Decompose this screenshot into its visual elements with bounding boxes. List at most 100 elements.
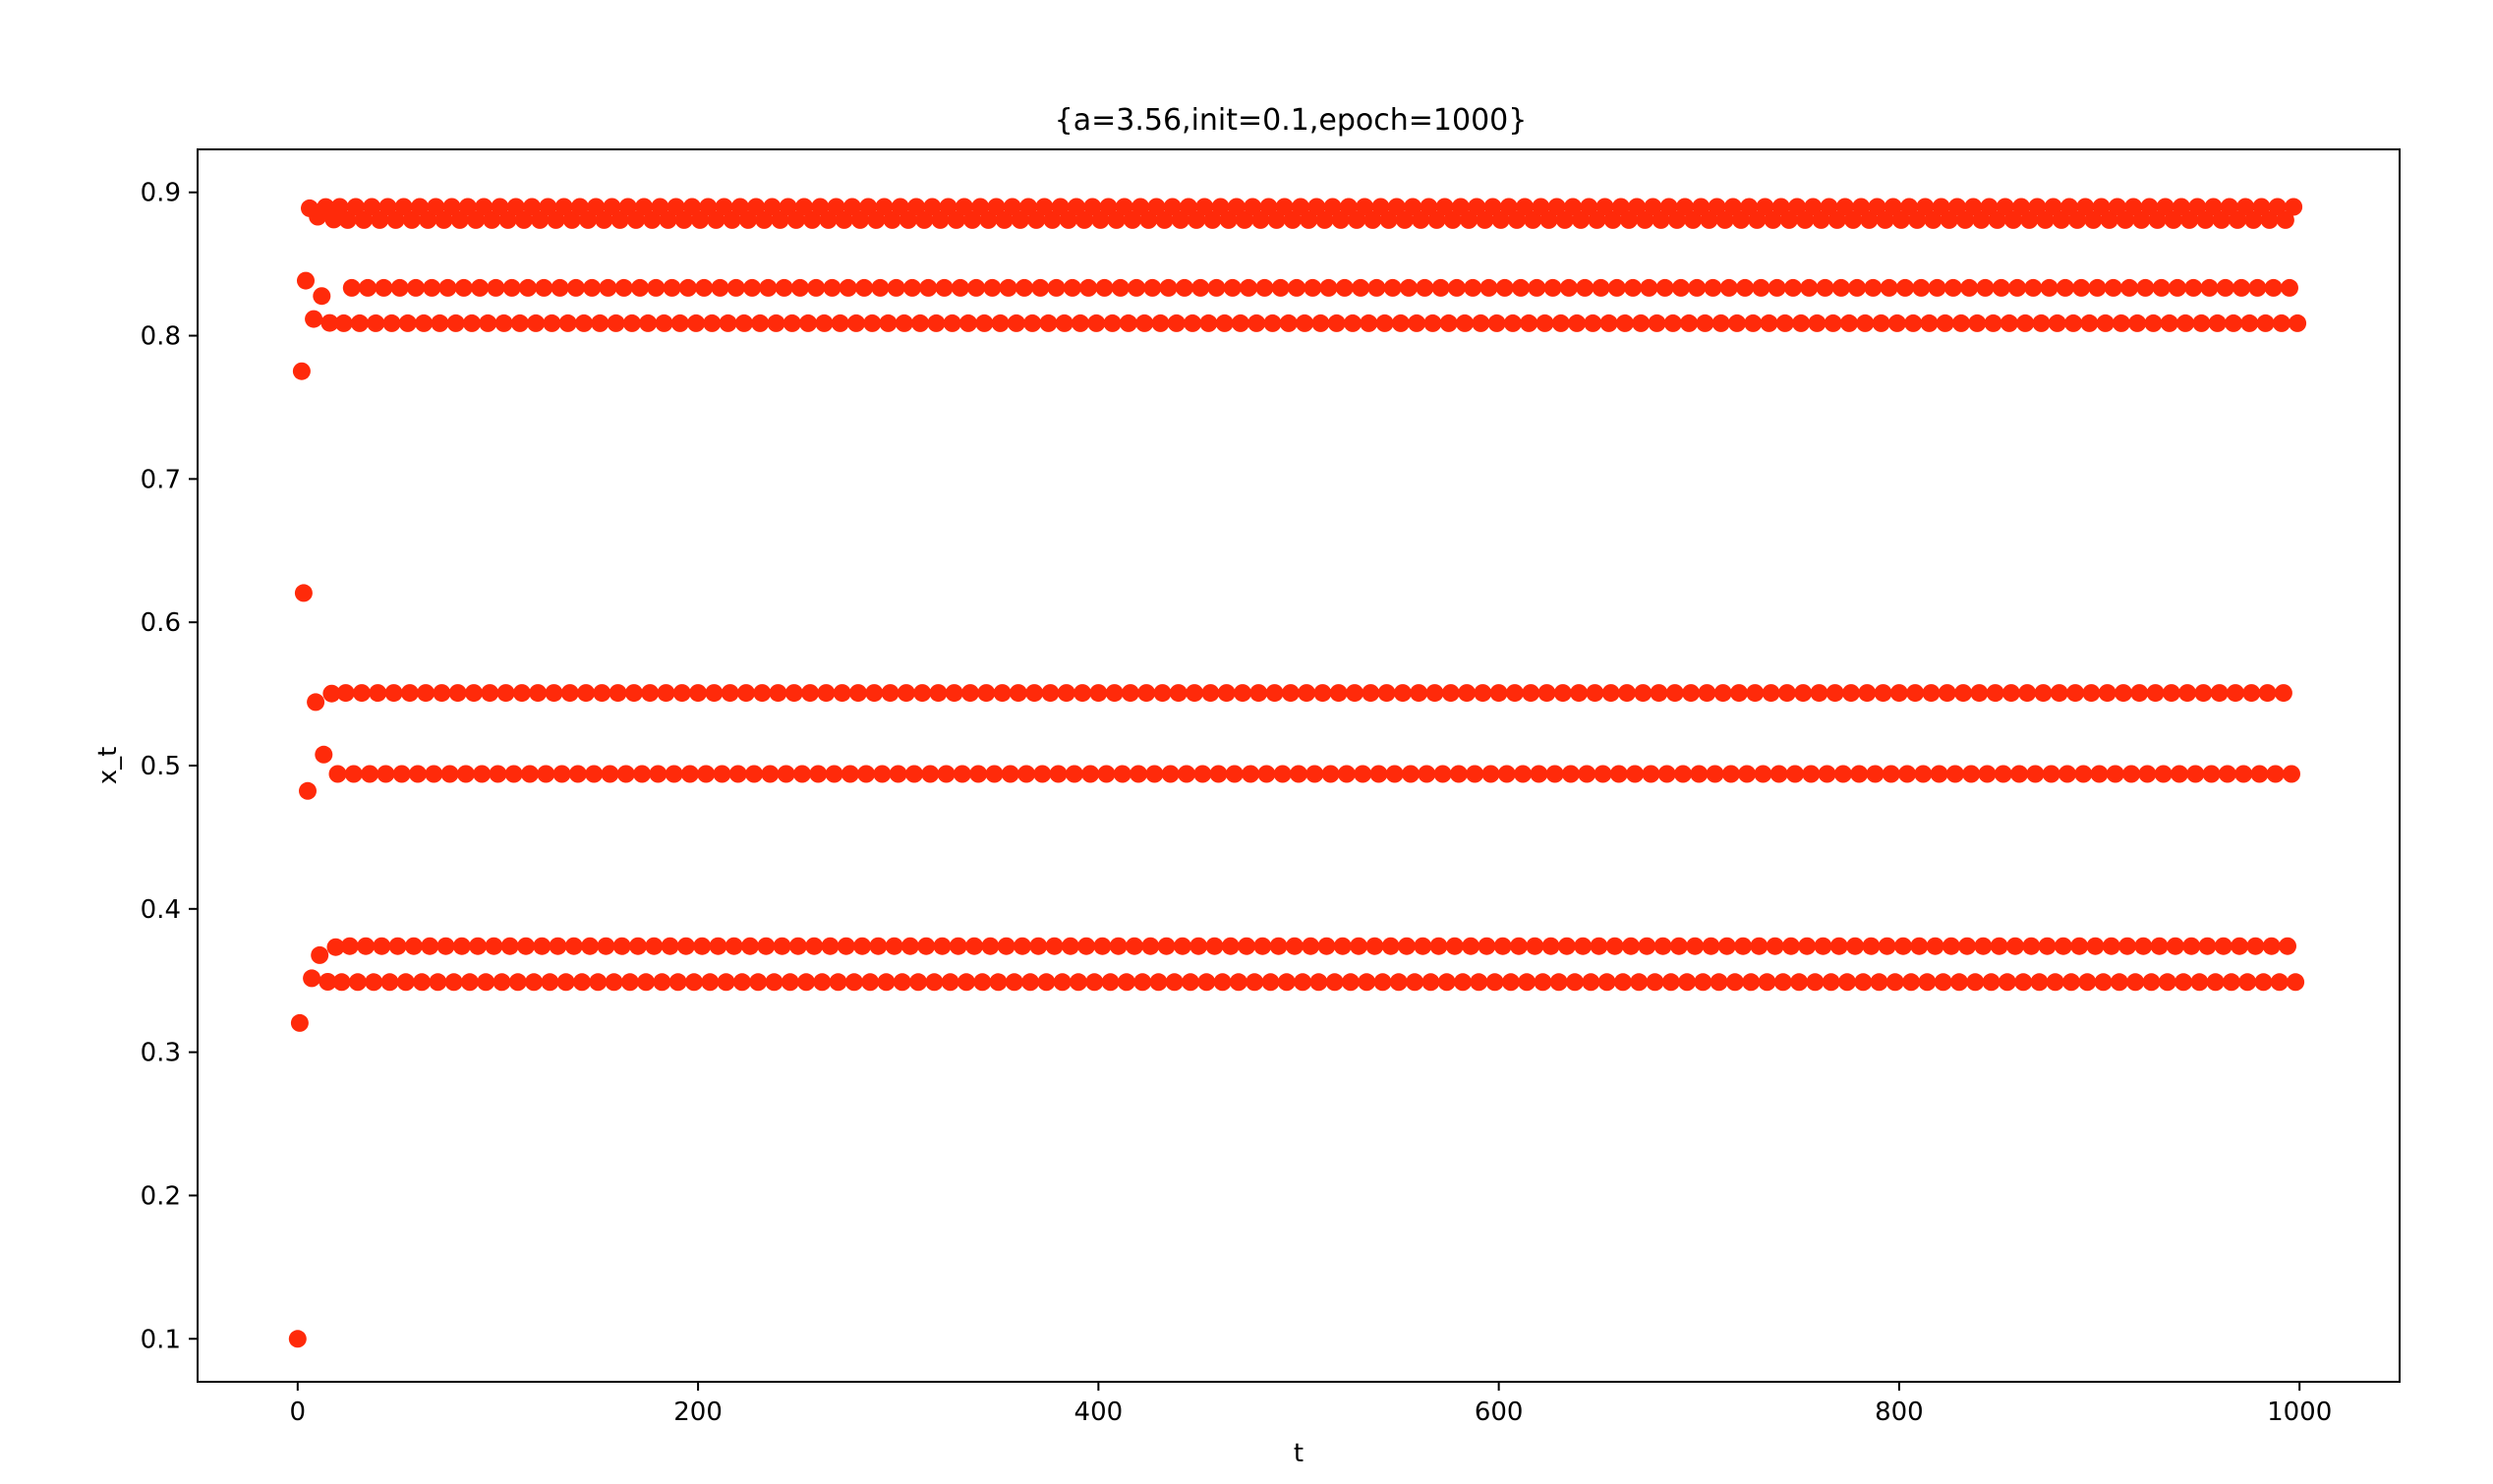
data-point (1736, 278, 1755, 297)
data-point (2090, 765, 2109, 783)
data-point (581, 937, 600, 955)
data-point (1251, 210, 1270, 229)
data-point (1186, 684, 1204, 703)
data-point (367, 314, 385, 332)
data-point (1479, 278, 1498, 297)
data-point (1435, 198, 1454, 216)
data-point (1271, 278, 1290, 297)
data-point (709, 937, 727, 955)
data-point (551, 278, 569, 297)
data-point (1884, 198, 1902, 216)
data-point (1773, 973, 1792, 992)
data-point (1584, 314, 1602, 332)
data-point (554, 198, 573, 216)
data-point (767, 314, 785, 332)
data-point (1414, 937, 1432, 955)
data-point (807, 278, 826, 297)
data-point (1990, 937, 2008, 955)
data-point (1065, 765, 1083, 783)
data-point (294, 584, 313, 602)
data-point (2178, 684, 2197, 703)
data-point (1167, 314, 1186, 332)
data-point (2160, 314, 2178, 332)
data-point (386, 210, 405, 229)
data-point (1503, 314, 1522, 332)
data-point (344, 765, 363, 783)
data-point (717, 973, 735, 992)
data-point (1283, 210, 1302, 229)
data-point (939, 198, 957, 216)
data-point (435, 210, 453, 229)
data-point (319, 973, 337, 991)
data-point (1667, 210, 1686, 229)
data-point (1365, 937, 1384, 955)
data-point (2156, 198, 2174, 216)
data-point (977, 684, 996, 703)
data-point (537, 765, 555, 783)
data-point (1223, 278, 1242, 297)
data-point (1760, 314, 1778, 332)
data-point (1344, 314, 1362, 332)
data-point (1816, 278, 1834, 297)
data-point (1335, 278, 1354, 297)
data-point (2162, 684, 2180, 703)
data-point (703, 314, 722, 332)
data-point (875, 198, 894, 216)
data-point (1292, 198, 1309, 216)
data-point (1476, 210, 1494, 229)
data-point (527, 314, 546, 332)
data-point (1075, 210, 1094, 229)
data-point (2176, 314, 2195, 332)
data-point (517, 937, 535, 955)
data-point (371, 210, 389, 229)
data-point (1416, 278, 1434, 297)
data-point (1180, 198, 1197, 216)
data-point (1829, 937, 1848, 955)
data-point (730, 198, 749, 216)
data-point (2238, 973, 2257, 992)
data-point (1184, 314, 1202, 332)
data-point (649, 765, 667, 783)
data-point (1676, 198, 1694, 216)
data-point (1319, 278, 1338, 297)
data-point (769, 684, 787, 703)
data-point (2030, 973, 2049, 992)
data-point (2256, 314, 2275, 332)
data-point (981, 937, 1000, 955)
data-point (777, 765, 795, 783)
y-tick-label: 0.4 (141, 895, 181, 925)
data-point (859, 198, 878, 216)
data-point (1858, 684, 1877, 703)
data-point (396, 973, 415, 992)
data-point (421, 937, 439, 955)
data-point (1219, 210, 1238, 229)
data-point (1878, 937, 1896, 955)
data-point (793, 765, 811, 783)
data-point (732, 973, 751, 992)
data-point (2227, 684, 2244, 703)
data-point (1956, 210, 1975, 229)
data-point (481, 684, 499, 703)
data-point (1784, 278, 1802, 297)
data-point (1628, 198, 1647, 216)
data-point (1360, 314, 1378, 332)
data-point (1766, 937, 1784, 955)
data-point (757, 937, 776, 955)
data-point (1794, 684, 1813, 703)
data-point (678, 278, 697, 297)
data-point (1607, 278, 1626, 297)
data-point (357, 937, 376, 955)
data-point (1866, 765, 1884, 783)
data-point (1954, 684, 1973, 703)
data-point (529, 684, 548, 703)
data-point (303, 969, 321, 988)
data-point (919, 278, 938, 297)
data-point (448, 684, 467, 703)
chart-title: {a=3.56,init=0.1,epoch=1000} (1055, 103, 1528, 138)
data-point (477, 973, 495, 992)
data-point (2182, 937, 2201, 955)
data-point (1333, 937, 1352, 955)
data-point (1665, 684, 1684, 703)
data-point (1408, 314, 1426, 332)
